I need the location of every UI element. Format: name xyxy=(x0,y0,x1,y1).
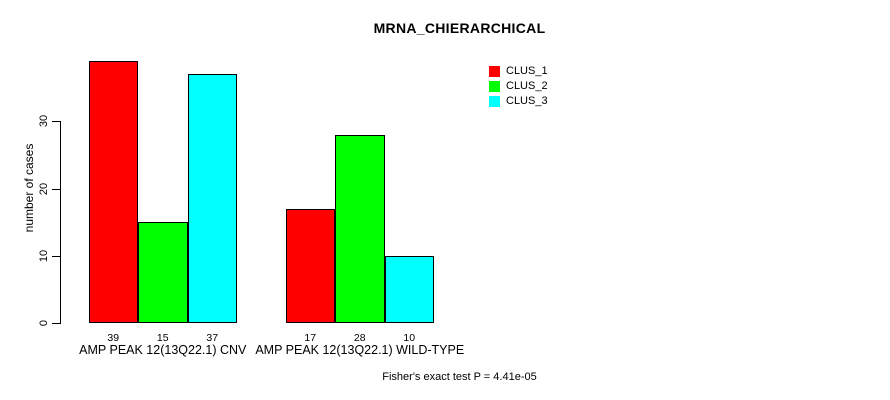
bar-clus_1-group2 xyxy=(285,208,335,323)
y-tick-mark xyxy=(52,323,60,324)
chart-title: MRNA_CHIERARCHICAL xyxy=(373,20,546,36)
bar-clus_2-group2 xyxy=(335,134,385,323)
y-tick-label: 30 xyxy=(38,115,50,128)
legend-label: CLUS_2 xyxy=(506,80,548,92)
bar-value-label: 39 xyxy=(107,332,120,344)
y-tick-mark xyxy=(52,256,60,257)
y-tick-mark xyxy=(52,121,60,122)
legend-item: CLUS_2 xyxy=(489,81,548,92)
bar-clus_1-group1 xyxy=(88,60,138,323)
legend-swatch-clus-3 xyxy=(489,96,500,107)
bar-value-label: 37 xyxy=(206,332,219,344)
y-tick-mark xyxy=(52,189,60,190)
legend-swatch-clus-1 xyxy=(489,66,500,77)
statistical-test-annotation: Fisher's exact test P = 4.41e-05 xyxy=(382,371,537,383)
bar-value-label: 10 xyxy=(403,332,416,344)
legend-label: CLUS_1 xyxy=(506,65,548,77)
y-tick-label: 10 xyxy=(38,249,50,262)
bar-value-label: 15 xyxy=(156,332,169,344)
legend: CLUS_1 CLUS_2 CLUS_3 xyxy=(489,66,548,111)
legend-item: CLUS_1 xyxy=(489,66,548,77)
bar-clus_2-group1 xyxy=(138,222,188,323)
y-tick-label: 20 xyxy=(38,182,50,195)
x-category-label: AMP PEAK 12(13Q22.1) WILD-TYPE xyxy=(255,343,465,357)
bar-value-label: 17 xyxy=(304,332,317,344)
bar-clus_3-group1 xyxy=(187,74,237,323)
y-axis-line xyxy=(60,121,61,324)
x-category-label: AMP PEAK 12(13Q22.1) CNV xyxy=(79,343,247,357)
bar-clus_3-group2 xyxy=(384,255,434,323)
legend-swatch-clus-2 xyxy=(489,81,500,92)
legend-label: CLUS_3 xyxy=(506,95,548,107)
bar-value-label: 28 xyxy=(353,332,366,344)
y-tick-label: 0 xyxy=(38,319,50,327)
legend-item: CLUS_3 xyxy=(489,96,548,107)
